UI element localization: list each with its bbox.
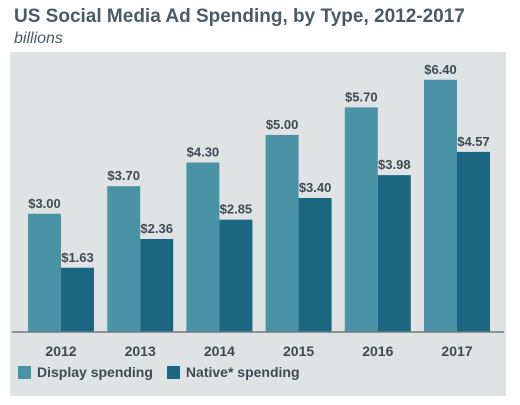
- bar-native-2012: [61, 267, 94, 332]
- legend-label-display: Display spending: [37, 364, 153, 380]
- data-label-display-2013: $3.70: [107, 168, 140, 183]
- x-tick-label-2017: 2017: [441, 343, 472, 359]
- data-label-native-2016: $3.98: [378, 157, 411, 172]
- x-tick-label-2016: 2016: [362, 343, 393, 359]
- plot-background: [10, 52, 506, 396]
- chart-subtitle: billions: [14, 30, 63, 47]
- legend-swatch-display: [18, 365, 31, 379]
- bar-display-2013: [107, 186, 141, 332]
- bar-native-2015: [298, 198, 332, 332]
- bar-display-2012: [28, 213, 61, 332]
- data-label-native-2012: $1.63: [61, 250, 94, 265]
- chart-legend: Display spending Native* spending: [18, 364, 300, 380]
- legend-item-display: Display spending: [18, 364, 153, 380]
- bar-display-2017: [424, 79, 457, 332]
- bar-native-2014: [219, 219, 253, 332]
- data-label-display-2017: $6.40: [424, 62, 457, 77]
- x-tick-label-2014: 2014: [204, 343, 235, 359]
- legend-swatch-native: [166, 365, 180, 379]
- legend-label-native: Native* spending: [185, 364, 300, 380]
- data-label-native-2014: $2.85: [220, 202, 253, 217]
- bar-native-2017: [457, 151, 490, 332]
- x-tick-label-2013: 2013: [125, 343, 156, 359]
- bar-display-2014: [186, 162, 220, 332]
- data-label-display-2014: $4.30: [187, 145, 220, 160]
- data-label-native-2017: $4.57: [457, 134, 490, 149]
- bar-native-2016: [377, 175, 411, 332]
- chart-title: US Social Media Ad Spending, by Type, 20…: [14, 6, 465, 27]
- data-label-native-2013: $2.36: [140, 221, 173, 236]
- data-label-display-2016: $5.70: [345, 89, 378, 104]
- bar-display-2015: [265, 134, 299, 332]
- x-tick-label-2012: 2012: [45, 343, 76, 359]
- bar-native-2013: [140, 238, 174, 332]
- data-label-native-2015: $3.40: [299, 180, 332, 195]
- data-label-display-2015: $5.00: [266, 117, 299, 132]
- data-label-display-2012: $3.00: [28, 196, 61, 211]
- bar-display-2016: [344, 107, 378, 333]
- x-tick-label-2015: 2015: [283, 343, 314, 359]
- legend-item-native: Native* spending: [166, 364, 300, 380]
